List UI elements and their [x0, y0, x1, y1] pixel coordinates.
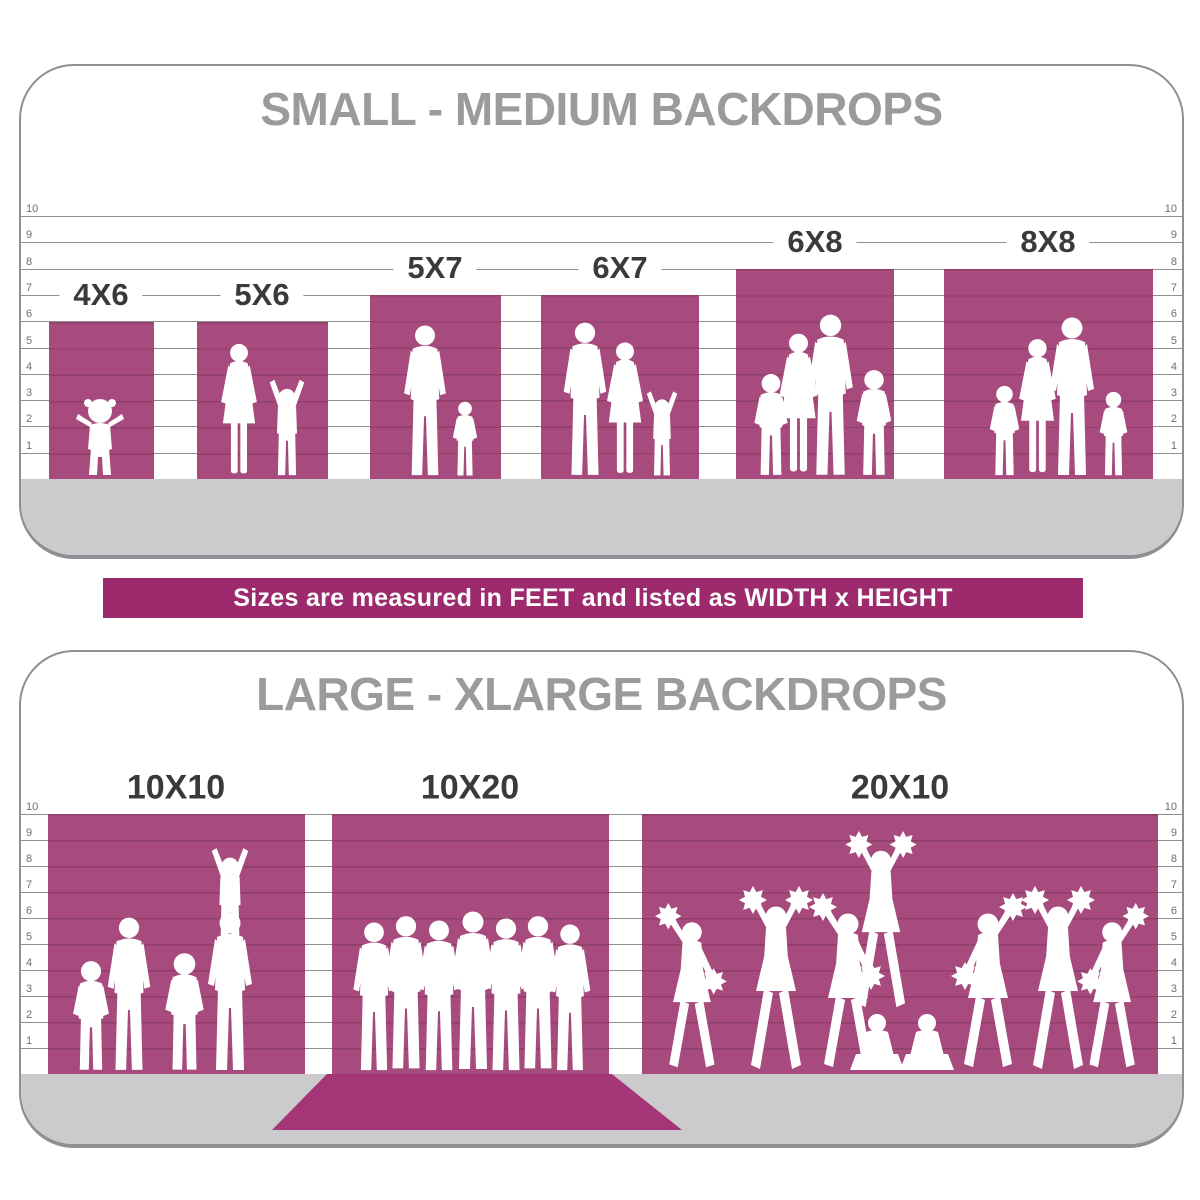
size-label-4x6: 4X6	[59, 277, 143, 313]
small-medium-panel: SMALL - MEDIUM BACKDROPS 4X6 5X6 5X7 6X7…	[19, 64, 1184, 559]
backdrop-rect-10x10	[48, 814, 305, 1074]
large-xlarge-panel: LARGE - XLARGE BACKDROPS 10X10 10X20 20X…	[19, 650, 1184, 1148]
carpet-runner	[272, 1074, 682, 1130]
backdrop-rect-10x20	[332, 814, 609, 1074]
backdrop-rect-4x6	[49, 322, 154, 479]
size-label-6x7: 6X7	[578, 250, 662, 286]
size-label-8x8: 8X8	[1006, 224, 1090, 260]
size-label-6x8: 6X8	[773, 224, 857, 260]
size-label-5x6: 5X6	[220, 277, 304, 313]
size-label-20x10: 20X10	[850, 768, 950, 807]
backdrop-rect-6x8	[736, 269, 894, 479]
size-label-10x10: 10X10	[126, 768, 226, 807]
backdrop-rect-8x8	[944, 269, 1153, 479]
size-label-5x7: 5X7	[393, 250, 477, 286]
backdrop-rect-5x6	[197, 322, 328, 479]
floor-strip	[21, 479, 1182, 555]
backdrop-rect-20x10	[642, 814, 1158, 1074]
small-medium-title: SMALL - MEDIUM BACKDROPS	[260, 83, 943, 135]
large-xlarge-title: LARGE - XLARGE BACKDROPS	[256, 668, 947, 720]
measurement-note-banner: Sizes are measured in FEET and listed as…	[103, 578, 1083, 618]
size-label-10x20: 10X20	[420, 768, 520, 807]
backdrop-rect-6x7	[541, 295, 699, 479]
backdrop-rect-5x7	[370, 295, 501, 479]
